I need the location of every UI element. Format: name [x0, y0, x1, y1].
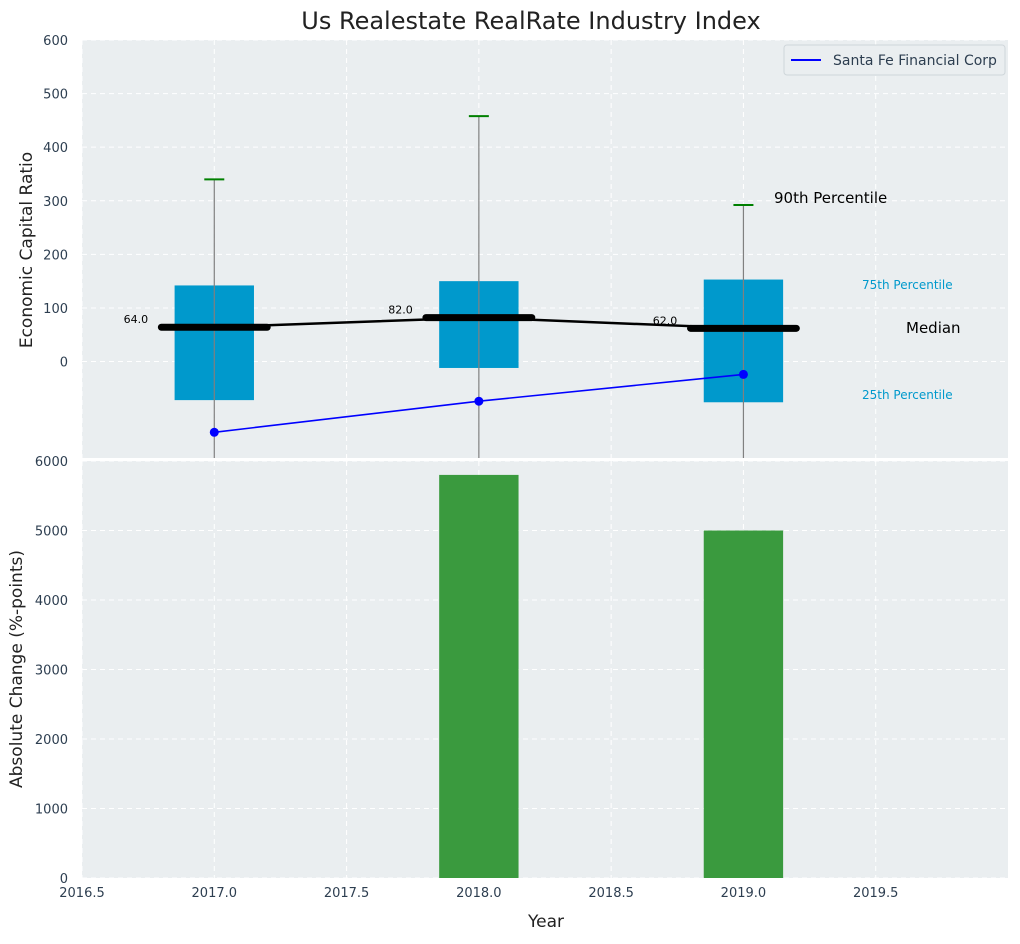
- x-tick-label: 2018.5: [588, 886, 634, 901]
- x-tick-label: 2017.5: [324, 886, 370, 901]
- box-plot-panel: 0 100 200 300 400 500 600 64.0 82.0 62.0 90th Perc…: [43, 34, 1008, 458]
- annotation-25th-percentile: 25th Percentile: [862, 388, 953, 402]
- x-tick-label: 2019.5: [853, 886, 899, 901]
- top-y-tick-label: 500: [43, 88, 68, 103]
- x-tick-label: 2018.0: [456, 886, 502, 901]
- median-label: 62.0: [653, 314, 678, 327]
- x-axis-title: Year: [527, 912, 564, 932]
- bottom-y-tick-label: 2000: [35, 733, 68, 748]
- legend: Santa Fe Financial Corp: [783, 44, 1006, 76]
- bottom-y-axis-title: Absolute Change (%-points): [7, 550, 27, 788]
- annotation-median: Median: [906, 319, 961, 337]
- top-y-tick-label: 200: [43, 248, 68, 263]
- top-y-tick-label: 600: [43, 34, 68, 49]
- annotation-75th-percentile: 75th Percentile: [862, 278, 953, 292]
- bottom-y-tick-label: 1000: [35, 803, 68, 818]
- median-label: 82.0: [388, 304, 413, 317]
- bottom-y-tick-label: 5000: [35, 525, 68, 540]
- chart-title: Us Realestate RealRate Industry Index: [301, 7, 760, 35]
- legend-box: [783, 44, 1006, 76]
- series-point-santa-fe: [474, 396, 484, 406]
- series-point-santa-fe: [209, 427, 219, 437]
- legend-label-santa-fe: Santa Fe Financial Corp: [833, 53, 997, 69]
- top-y-tick-label: 0: [60, 356, 68, 371]
- top-y-axis-title: Economic Capital Ratio: [17, 152, 37, 348]
- bar-chart-panel: 0 1000 2000 3000 4000 5000 6000 2016.5 2017.0 201…: [35, 455, 1008, 901]
- bar-2018: [439, 474, 519, 878]
- top-y-tick-label: 300: [43, 195, 68, 210]
- series-point-santa-fe: [738, 369, 748, 379]
- x-tick-label: 2019.0: [721, 886, 767, 901]
- bottom-y-tick-label: 4000: [35, 594, 68, 609]
- x-tick-label: 2016.5: [59, 886, 105, 901]
- bottom-y-tick-label: 0: [60, 872, 68, 887]
- bottom-y-tick-label: 6000: [35, 455, 68, 470]
- bar-2019: [703, 530, 784, 878]
- top-y-tick-label: 100: [43, 302, 68, 317]
- median-label: 64.0: [124, 313, 149, 326]
- x-tick-label: 2017.0: [192, 886, 238, 901]
- top-y-tick-label: 400: [43, 141, 68, 156]
- annotation-90th-percentile: 90th Percentile: [774, 189, 887, 207]
- bottom-y-tick-label: 3000: [35, 664, 68, 679]
